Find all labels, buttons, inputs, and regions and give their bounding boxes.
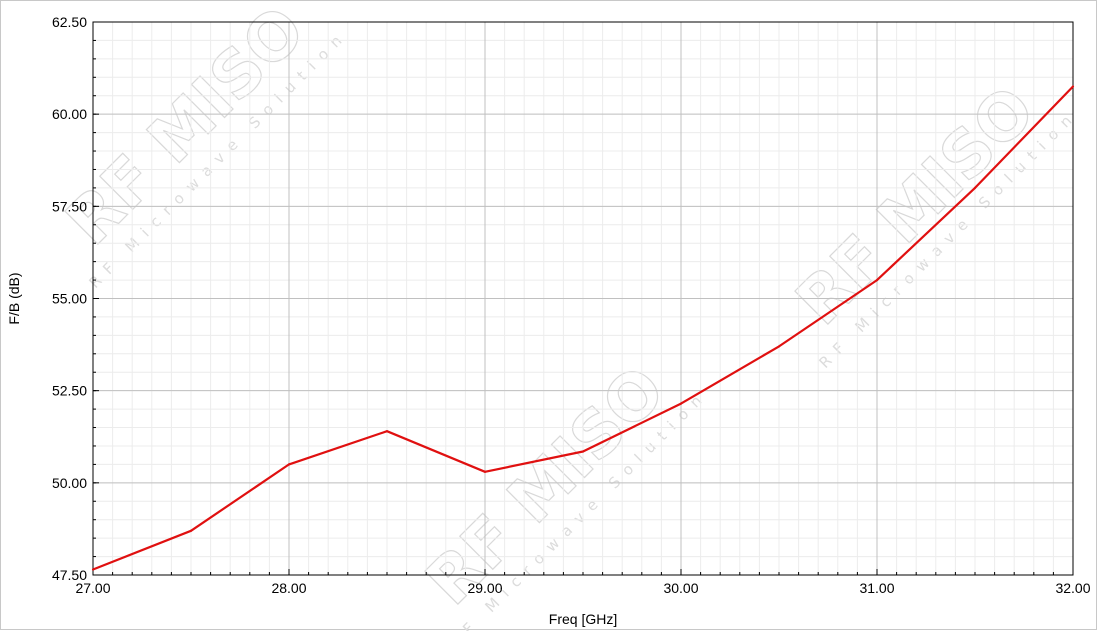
watermark-brand: RF MISO [413,353,680,620]
series-point [679,402,683,405]
y-tick-label: 52.50 [52,383,87,399]
series-point [777,345,781,348]
series-point [875,278,879,282]
y-tick-labels: 47.50 50.00 52.50 55.00 57.50 60.00 62.50 [52,14,87,583]
y-tick-label: 60.00 [52,106,87,122]
x-tick-label: 27.00 [75,580,110,596]
x-tick-label: 30.00 [663,580,698,596]
x-axis-label: Freq [GHz] [549,611,617,627]
x-tick-label: 28.00 [271,580,306,596]
x-tick-label: 32.00 [1055,580,1090,596]
y-tick-label: 57.50 [52,198,87,214]
series-point [1071,85,1075,88]
x-tick-labels: 27.00 28.00 29.00 30.00 31.00 32.00 [75,580,1090,596]
y-tick-label: 62.50 [52,14,87,30]
y-tick-label: 55.00 [52,291,87,307]
axis-ticks [92,21,1074,576]
series-point [581,450,585,453]
series-point [483,470,487,473]
y-axis-label: F/B (dB) [6,272,22,324]
x-tick-label: 29.00 [467,580,502,596]
y-tick-label: 50.00 [52,475,87,491]
series-point [189,529,193,532]
y-tick-label: 47.50 [52,567,87,583]
series-point [287,463,291,466]
x-tick-label: 31.00 [859,580,894,596]
series-point [91,568,95,571]
series-point [973,186,977,189]
series-layer [91,85,1075,571]
series-point [385,430,389,433]
